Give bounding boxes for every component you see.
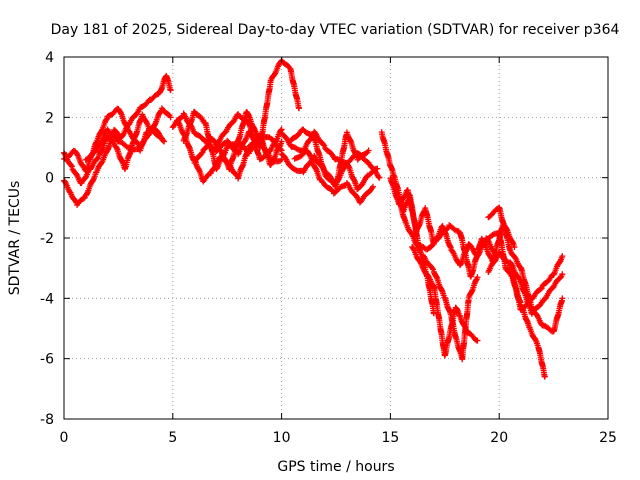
data-point (474, 274, 481, 281)
data-point (474, 337, 481, 344)
data-points (61, 57, 566, 380)
chart-title: Day 181 of 2025, Sidereal Day-to-day VTE… (51, 22, 620, 38)
data-point (332, 183, 339, 190)
series-track-22 (507, 259, 566, 317)
data-point (511, 244, 518, 251)
y-tick-label: -6 (40, 352, 54, 368)
data-point (374, 165, 381, 172)
data-point (68, 163, 75, 170)
data-point (113, 129, 120, 136)
y-tick-label: 0 (45, 171, 54, 187)
data-point (68, 162, 75, 169)
data-point (369, 183, 376, 190)
series-track-2 (61, 105, 174, 187)
data-point (559, 271, 566, 278)
data-point (160, 137, 167, 144)
data-point (365, 147, 372, 154)
y-tick-label: -8 (40, 412, 54, 428)
series-track-17 (409, 243, 481, 359)
data-point (143, 118, 150, 125)
x-tick-label: 20 (490, 430, 508, 446)
data-point (532, 336, 539, 343)
data-point (559, 295, 566, 302)
data-point (74, 151, 81, 158)
y-tick-label: 2 (45, 110, 54, 126)
data-point (376, 174, 383, 181)
series-track-18 (420, 252, 481, 363)
data-point (175, 119, 182, 126)
series-track-12 (287, 126, 372, 190)
data-point (167, 87, 174, 94)
x-axis-title: GPS time / hours (277, 459, 394, 475)
data-point (537, 286, 544, 293)
data-point (320, 141, 327, 148)
y-tick-label: 4 (45, 50, 54, 66)
data-point (557, 274, 564, 281)
data-point (444, 225, 451, 232)
data-point (550, 271, 557, 278)
data-point (167, 114, 174, 121)
y-tick-label: -4 (40, 291, 54, 307)
x-tick-label: 15 (381, 430, 399, 446)
data-point (541, 373, 548, 380)
x-tick-label: 0 (60, 430, 69, 446)
y-tick-label: -2 (40, 231, 54, 247)
axis-ticks (63, 56, 609, 420)
x-tick-label: 5 (168, 430, 177, 446)
data-point (277, 127, 284, 134)
series-track-13 (291, 147, 376, 206)
data-point (296, 105, 303, 112)
tick-labels: 0 5 10 15 20 25 -8 -6 -4 -2 0 2 4 (40, 50, 617, 446)
series-track-9 (213, 111, 285, 163)
data-point (161, 138, 168, 145)
series-track-20 (485, 204, 566, 335)
grid (64, 57, 608, 419)
data-point (328, 186, 335, 193)
data-point (278, 138, 285, 145)
x-tick-label: 10 (273, 430, 291, 446)
series-track-4 (82, 126, 168, 163)
data-point (243, 117, 250, 124)
series-track-8 (191, 132, 285, 185)
x-tick-label: 25 (599, 430, 617, 446)
y-axis-title: SDTVAR / TECUs (7, 181, 23, 296)
data-point (559, 253, 566, 260)
